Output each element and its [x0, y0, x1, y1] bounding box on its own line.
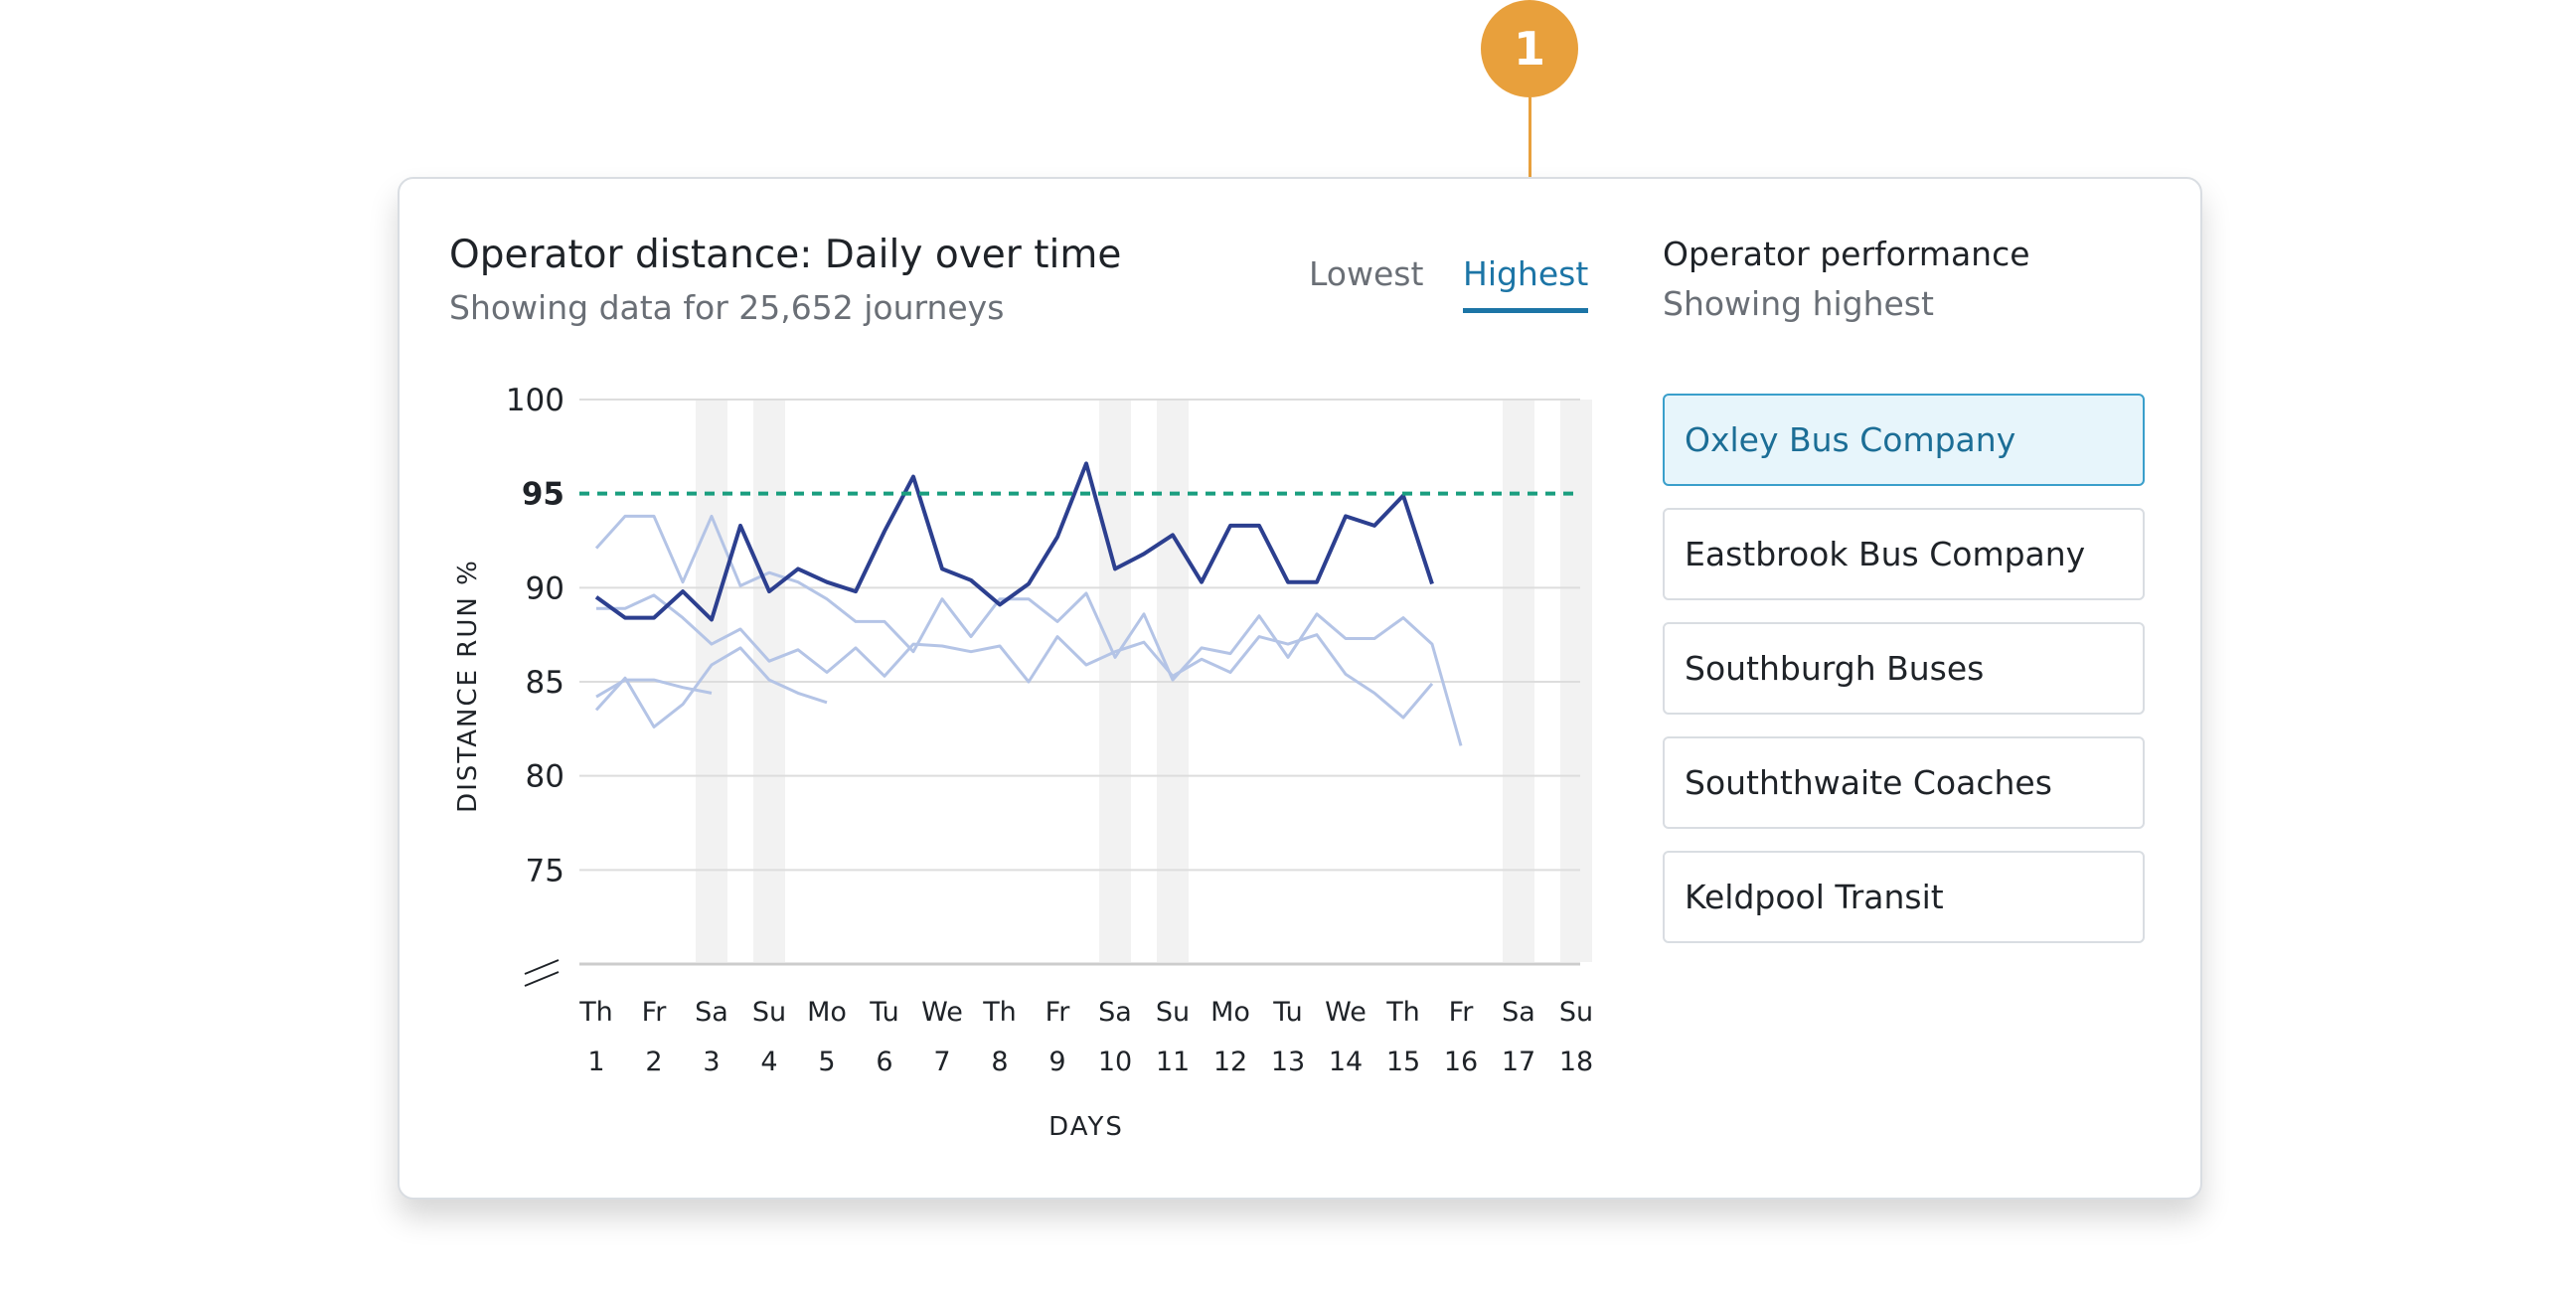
callout-marker: 1 [1481, 0, 1578, 97]
x-tick-date: 3 [703, 1047, 720, 1077]
x-tick-date: 13 [1271, 1047, 1305, 1077]
callout-connector [1529, 97, 1531, 251]
axis-break-mark [524, 971, 560, 987]
x-tick-day: Fr [1449, 997, 1475, 1028]
x-tick-date: 8 [991, 1047, 1008, 1077]
x-tick-date: 16 [1444, 1047, 1478, 1077]
x-tick-day: Mo [1210, 997, 1250, 1028]
x-tick-date: 11 [1156, 1047, 1190, 1077]
x-tick-date: 7 [933, 1047, 950, 1077]
x-tick-day: Su [1156, 997, 1190, 1028]
series-line-0 [594, 461, 1434, 622]
y-tick-label-90: 90 [526, 570, 564, 606]
operator-item-oxley[interactable]: Oxley Bus Company [1663, 394, 2145, 486]
axis-break-mark [524, 959, 560, 975]
operator-list: Oxley Bus Company Eastbrook Bus Company … [1663, 394, 2145, 965]
x-tick-date: 4 [760, 1047, 777, 1077]
y-axis-label: DISTANCE RUN % [453, 559, 483, 813]
x-tick-date: 12 [1213, 1047, 1247, 1077]
x-axis-label: DAYS [1048, 1112, 1124, 1142]
x-tick-day: Fr [642, 997, 668, 1028]
operator-item-eastbrook[interactable]: Eastbrook Bus Company [1663, 508, 2145, 600]
operator-item-souththwaite[interactable]: Souththwaite Coaches [1663, 736, 2145, 829]
operator-item-keldpool[interactable]: Keldpool Transit [1663, 851, 2145, 943]
y-tick-label-85: 85 [526, 665, 564, 701]
x-tick-date: 5 [818, 1047, 835, 1077]
card-title: Operator distance: Daily over time [449, 233, 1122, 277]
x-tick-date: 2 [645, 1047, 662, 1077]
x-tick-day: Tu [1272, 997, 1303, 1028]
x-tick-day: Sa [1502, 997, 1535, 1028]
series-line-1 [594, 514, 1463, 746]
x-tick-date: 15 [1386, 1047, 1420, 1077]
y-tick-label-75: 75 [526, 853, 564, 889]
series-line-2 [596, 593, 1434, 720]
y-tick-label-80: 80 [526, 759, 564, 795]
x-tick-date: 14 [1329, 1047, 1363, 1077]
x-tick-date: 17 [1502, 1047, 1535, 1077]
x-tick-day: Mo [807, 997, 847, 1028]
x-tick-day: Su [752, 997, 786, 1028]
y-tick-label-95: 95 [522, 477, 564, 513]
x-tick-day: Tu [869, 997, 899, 1028]
x-tick-day: Fr [1046, 997, 1071, 1028]
active-tab-indicator [1463, 308, 1588, 313]
x-tick-day: Sa [695, 997, 728, 1028]
x-tick-date: 10 [1098, 1047, 1132, 1077]
x-tick-date: 18 [1559, 1047, 1593, 1077]
x-tick-day: Su [1559, 997, 1593, 1028]
x-tick-date: 1 [587, 1047, 604, 1077]
x-tick-day: We [1325, 997, 1367, 1028]
tab-highest[interactable]: Highest [1463, 254, 1589, 293]
series-line-4 [594, 646, 828, 728]
x-tick-day: Th [578, 997, 613, 1028]
x-tick-day: Sa [1098, 997, 1132, 1028]
operator-item-southburgh[interactable]: Southburgh Buses [1663, 622, 2145, 715]
performance-title: Operator performance [1663, 235, 2030, 273]
y-tick-label-100: 100 [506, 383, 564, 418]
x-tick-day: Th [982, 997, 1017, 1028]
x-tick-date: 9 [1048, 1047, 1065, 1077]
tab-lowest[interactable]: Lowest [1309, 254, 1424, 293]
x-tick-day: We [921, 997, 963, 1028]
x-tick-day: Th [1385, 997, 1420, 1028]
card-subtitle: Showing data for 25,652 journeys [449, 288, 1005, 327]
performance-subtitle: Showing highest [1663, 284, 1934, 323]
x-tick-date: 6 [876, 1047, 892, 1077]
callout-number: 1 [1513, 22, 1545, 76]
